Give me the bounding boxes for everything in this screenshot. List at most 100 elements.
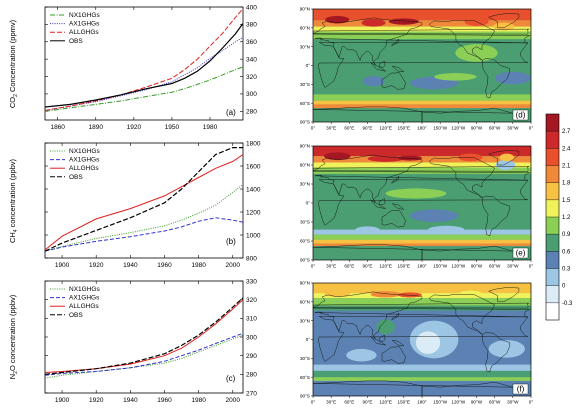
ch4-xtick-label: 1960 <box>157 262 172 269</box>
colorbar-segment <box>546 165 559 183</box>
map-contour-band <box>313 234 531 240</box>
n2o-ylabel: N2O concentration (ppbv) <box>8 294 19 379</box>
colorbar-tick-label: 0.3 <box>562 267 571 273</box>
map-contour-blob <box>361 19 386 27</box>
n2o-lines <box>45 297 243 379</box>
coastline-an <box>313 244 514 260</box>
coastline-uk <box>313 302 530 309</box>
map-contour-band <box>313 156 531 163</box>
lat-tick-label: 60°N <box>300 163 310 168</box>
ch4-series-ax1ghgs <box>45 217 243 252</box>
lat-tick-label: 90°N <box>300 144 310 149</box>
coastline-na <box>429 294 495 335</box>
n2o-ticks: 1900 1920 1940 1960 1980 2000 270 280 290 300 310 3… <box>45 278 257 404</box>
co2-legend-label: ALLGHGs <box>69 29 99 36</box>
ch4-ytick-label: 1600 <box>246 163 261 170</box>
lon-tick-label: 180° <box>417 126 427 131</box>
lon-tick-label: 30°E <box>326 400 336 405</box>
ch4-ylabel: CH4 concentration (ppbv) <box>8 158 19 243</box>
co2-xtick-label: 1860 <box>50 124 65 131</box>
map-contour-blob <box>488 340 525 358</box>
lat-tick-label: 0° <box>306 63 311 68</box>
co2-series-nx1ghgs <box>45 66 243 112</box>
n2o-series-ax1ghgs <box>45 332 243 376</box>
colorbar-segment <box>546 199 559 218</box>
lat-tick-label: 30°N <box>300 44 310 49</box>
map-contour-blob <box>495 159 516 171</box>
lat-tick-label: 90°N <box>300 7 310 12</box>
lon-tick-label: 120°W <box>451 400 466 405</box>
lat-tick-label: 30°N <box>300 318 310 323</box>
map-contour-band <box>313 26 531 32</box>
co2-ytick-label: 280 <box>246 109 257 116</box>
ch4-lines <box>45 147 243 252</box>
coastline-au <box>381 346 406 364</box>
map-contour-blob <box>499 153 515 162</box>
n2o-ytick-label: 310 <box>246 316 257 323</box>
coastline-af <box>318 42 529 88</box>
lat-tick-label: 60°S <box>300 239 310 244</box>
co2-panel-label: (a) <box>226 108 236 117</box>
lon-tick-label: 180° <box>417 264 427 269</box>
map-contour-band <box>313 100 531 105</box>
lon-tick-label: 150°W <box>433 264 448 269</box>
map-contour-blob <box>494 71 531 85</box>
lon-tick-label: 90°E <box>362 400 372 405</box>
n2o-xtick-label: 1920 <box>89 397 104 404</box>
lat-tick-label: 30°S <box>300 220 310 225</box>
n2o-xtick-label: 1940 <box>123 397 138 404</box>
n2o-series-allghgs <box>45 299 243 373</box>
ch4-ytick-label: 800 <box>246 255 257 262</box>
colorbar-tick-label: 2.1 <box>562 164 571 170</box>
lat-tick-label: 60°S <box>300 101 310 106</box>
map-contour-blob <box>397 155 422 161</box>
colorbar-segment <box>546 131 559 149</box>
coastline-id2 <box>378 334 386 342</box>
ch4-legend-label: NX1GHGs <box>69 148 100 155</box>
ch4-xtick-label: 1920 <box>89 262 104 269</box>
co2-xtick-label: 1890 <box>89 124 104 131</box>
n2o-series-obs <box>45 297 243 375</box>
colorbar-tick-label: -0.3 <box>562 301 573 307</box>
lon-tick-label: 150°W <box>433 126 448 131</box>
map-contour-band <box>313 162 531 168</box>
coastline-id1 <box>370 62 386 72</box>
colorbar-segment <box>546 217 559 235</box>
map-panel-label: (d) <box>516 111 526 120</box>
n2o-series-nx1ghgs <box>45 334 243 379</box>
co2-ytick-label: 320 <box>246 74 257 81</box>
ch4-xtick-label: 2000 <box>226 262 241 269</box>
n2o-legend-label: NX1GHGs <box>69 286 100 293</box>
co2-xtick-label: 1920 <box>127 124 142 131</box>
co2-ylabel: CO2 Concentration (ppmv) <box>8 19 19 108</box>
co2-ytick-label: 380 <box>246 22 257 29</box>
colorbar-tick-label: 1.2 <box>562 215 571 221</box>
map-contour-band <box>313 370 531 378</box>
co2-ytick-label: 400 <box>246 4 257 11</box>
map-contour-band <box>313 9 531 21</box>
ch4-panel: 1900 1920 1940 1960 1980 2000 800 1000 1200 1400 1… <box>8 140 261 269</box>
lon-tick-label: 150°E <box>398 400 411 405</box>
colorbar-tick-label: 2.7 <box>562 129 571 135</box>
lon-tick-label: 180° <box>417 400 427 405</box>
map-contour-band <box>313 243 531 247</box>
lon-tick-label: 30°W <box>507 400 519 405</box>
co2-series-ax1ghgs <box>45 36 243 111</box>
colorbar-segment <box>546 251 559 269</box>
n2o-ytick-label: 330 <box>246 278 257 285</box>
n2o-panel: 1900 1920 1940 1960 1980 2000 270 280 290 300 310 3… <box>8 278 257 404</box>
map-panel-e: 90°N60°N30°N0°30°S60°S90°S0° 30°E 60°E 90°E… <box>300 144 534 269</box>
coastline-af <box>318 316 529 362</box>
colorbar-tick-label: 2.4 <box>562 146 571 152</box>
coastline-au <box>381 72 406 90</box>
map-field <box>313 9 531 122</box>
co2-panel: 1860 1890 1920 1950 1980 280 300 320 340 360 380 40… <box>8 4 257 131</box>
n2o-ytick-label: 270 <box>246 390 257 397</box>
colorbar-segment <box>546 148 559 166</box>
map-contour-band <box>313 305 531 311</box>
ch4-ytick-label: 1800 <box>246 140 261 147</box>
coastline-gr <box>488 287 520 303</box>
co2-ytick-label: 300 <box>246 91 257 98</box>
